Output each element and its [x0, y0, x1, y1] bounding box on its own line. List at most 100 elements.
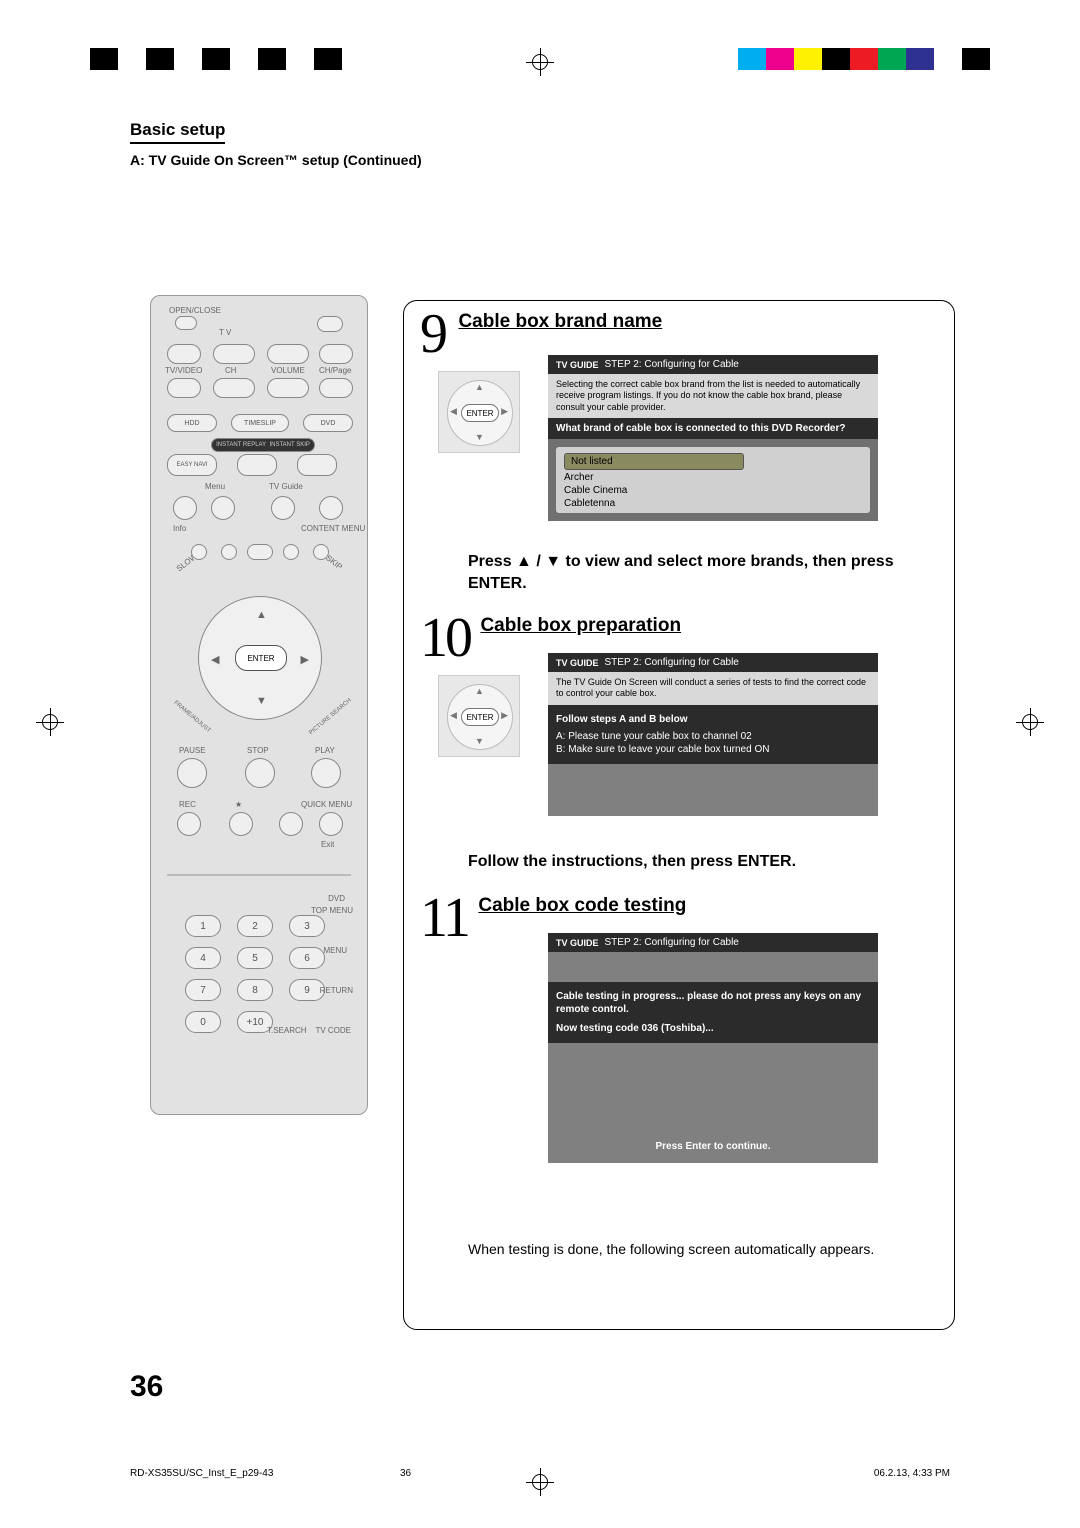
label-tvcode: TV CODE [315, 1026, 351, 1035]
section-title: Basic setup [130, 120, 225, 144]
label-chpage: CH/Page [319, 366, 351, 375]
option-item: Cable Cinema [564, 485, 862, 496]
step-9-title: Cable box brand name [458, 311, 662, 333]
step-11-title: Cable box code testing [478, 895, 686, 917]
btn-power [317, 316, 343, 332]
registration-mark-right [1016, 708, 1044, 736]
enter-pad-10: ▲▼ ◀▶ ENTER [438, 675, 520, 757]
step-10: 10 Cable box preparation ▲▼ ◀▶ ENTER TV … [420, 613, 942, 757]
option-selected: Not listed [564, 453, 744, 470]
numpad-7: 7 [185, 979, 221, 1001]
tvguide-logo: TV GUIDE [556, 360, 599, 370]
btn-stop [245, 758, 275, 788]
label-volume: VOLUME [271, 366, 305, 375]
btn-info [173, 496, 197, 520]
registration-mark-left [36, 708, 64, 736]
tvguide-logo: TV GUIDE [556, 938, 599, 948]
btn-instant-skip [297, 454, 337, 476]
remote-divider [167, 874, 351, 876]
step-11-post: When testing is done, the following scre… [468, 1241, 934, 1257]
btn-menu [211, 496, 235, 520]
btn-content [319, 496, 343, 520]
step-9-instruction: Press ▲ / ▼ to view and select more bran… [468, 551, 934, 594]
label-quick: QUICK MENU [301, 800, 352, 809]
btn-play-small [247, 544, 273, 560]
numpad-4: 4 [185, 947, 221, 969]
btn-slow-fwd [313, 544, 329, 560]
label-pause: PAUSE [179, 746, 206, 755]
option-item: Cabletenna [564, 498, 862, 509]
btn-eject [175, 316, 197, 330]
numpad-8: 8 [237, 979, 273, 1001]
step-9-number: 9 [420, 309, 448, 359]
screen-9-desc: Selecting the correct cable box brand fr… [548, 374, 878, 418]
screen-11-line1: Cable testing in progress... please do n… [556, 990, 870, 1016]
screen-10-subhead: Follow steps A and B below [556, 713, 870, 726]
instruction-panel: 9 Cable box brand name ▲▼ ◀▶ ENTER TV GU… [403, 300, 955, 1330]
step-11: 11 Cable box code testing TV GUIDESTEP 2… [420, 893, 942, 943]
meta-file: RD-XS35SU/SC_Inst_E_p29-43 [130, 1468, 273, 1479]
btn-quick [319, 812, 343, 836]
page: Basic setup A: TV Guide On Screen™ setup… [0, 0, 1080, 1528]
remote-numpad: 1234567890+10 [177, 910, 347, 1038]
btn-ch2 [213, 378, 255, 398]
screen-11-bar: STEP 2: Configuring for Cable [605, 937, 739, 948]
label-play: PLAY [315, 746, 335, 755]
page-number-large: 36 [130, 1370, 163, 1404]
screen-10: TV GUIDE STEP 2: Configuring for Cable Th… [548, 653, 878, 816]
screen-9: TV GUIDE STEP 2: Configuring for Cable Se… [548, 355, 878, 521]
screen-11-padtop [548, 952, 878, 982]
btn-tv-power [167, 344, 201, 364]
numpad-2: 2 [237, 915, 273, 937]
numpad-1: 1 [185, 915, 221, 937]
label-exit: Exit [321, 840, 334, 849]
label-open-close: OPEN/CLOSE [169, 306, 221, 315]
screen-9-question: What brand of cable box is connected to … [548, 418, 878, 439]
label-stop: STOP [247, 746, 269, 755]
label-info: Info [173, 524, 186, 533]
btn-hdd: HDD [167, 414, 217, 432]
numpad-3: 3 [289, 915, 325, 937]
screen-10-bar: STEP 2: Configuring for Cable [605, 657, 739, 668]
btn-easy-navi: EASY NAVI [167, 454, 217, 476]
screen-11-footer: Press Enter to continue. [548, 1133, 878, 1163]
numpad-5: 5 [237, 947, 273, 969]
btn-instant-replay [237, 454, 277, 476]
remote-illustration: OPEN/CLOSE T V TV/VIDEO CH VOLUME CH/Pag… [150, 295, 368, 1115]
option-item: Archer [564, 472, 862, 483]
remote-dpad: ▲▼◀▶ ENTER [198, 596, 322, 720]
btn-dvd: DVD [303, 414, 353, 432]
screen-11-body: Cable testing in progress... please do n… [548, 982, 878, 1043]
btn-play [311, 758, 341, 788]
step-9: 9 Cable box brand name ▲▼ ◀▶ ENTER TV GU… [420, 309, 942, 453]
enter-btn-9: ENTER [461, 404, 499, 422]
screen-10-pad [548, 764, 878, 816]
label-content: CONTENT MENU [301, 524, 365, 533]
label-rec: REC [179, 800, 196, 809]
tvguide-logo: TV GUIDE [556, 658, 599, 668]
meta-stamp: 06.2.13, 4:33 PM [874, 1468, 950, 1479]
step-10-number: 10 [420, 613, 470, 663]
label-dvd2: DVD [328, 894, 345, 903]
section-subtitle: A: TV Guide On Screen™ setup (Continued) [130, 152, 422, 168]
btn-vol [267, 344, 309, 364]
btn-timeslip: TIMESLIP [231, 414, 289, 432]
step-10-instruction: Follow the instructions, then press ENTE… [468, 851, 934, 873]
btn-tvvideo [167, 378, 201, 398]
label-tsearch: T.SEARCH [267, 1026, 307, 1035]
label-return: RETURN [320, 986, 353, 995]
label-tv: T V [219, 328, 231, 337]
meta-page: 36 [400, 1468, 411, 1479]
screen-10-desc: The TV Guide On Screen will conduct a se… [548, 672, 878, 705]
label-ch: CH [225, 366, 237, 375]
step-10-title: Cable box preparation [480, 615, 681, 637]
step-11-number: 11 [420, 893, 468, 943]
screen-9-bar: STEP 2: Configuring for Cable [605, 359, 739, 370]
btn-q1 [279, 812, 303, 836]
btn-rec [177, 812, 201, 836]
label-tvvideo: TV/VIDEO [165, 366, 202, 375]
enter-btn-10: ENTER [461, 708, 499, 726]
btn-vol2 [267, 378, 309, 398]
registration-mark-top [526, 48, 554, 76]
btn-ch-updown [213, 344, 255, 364]
